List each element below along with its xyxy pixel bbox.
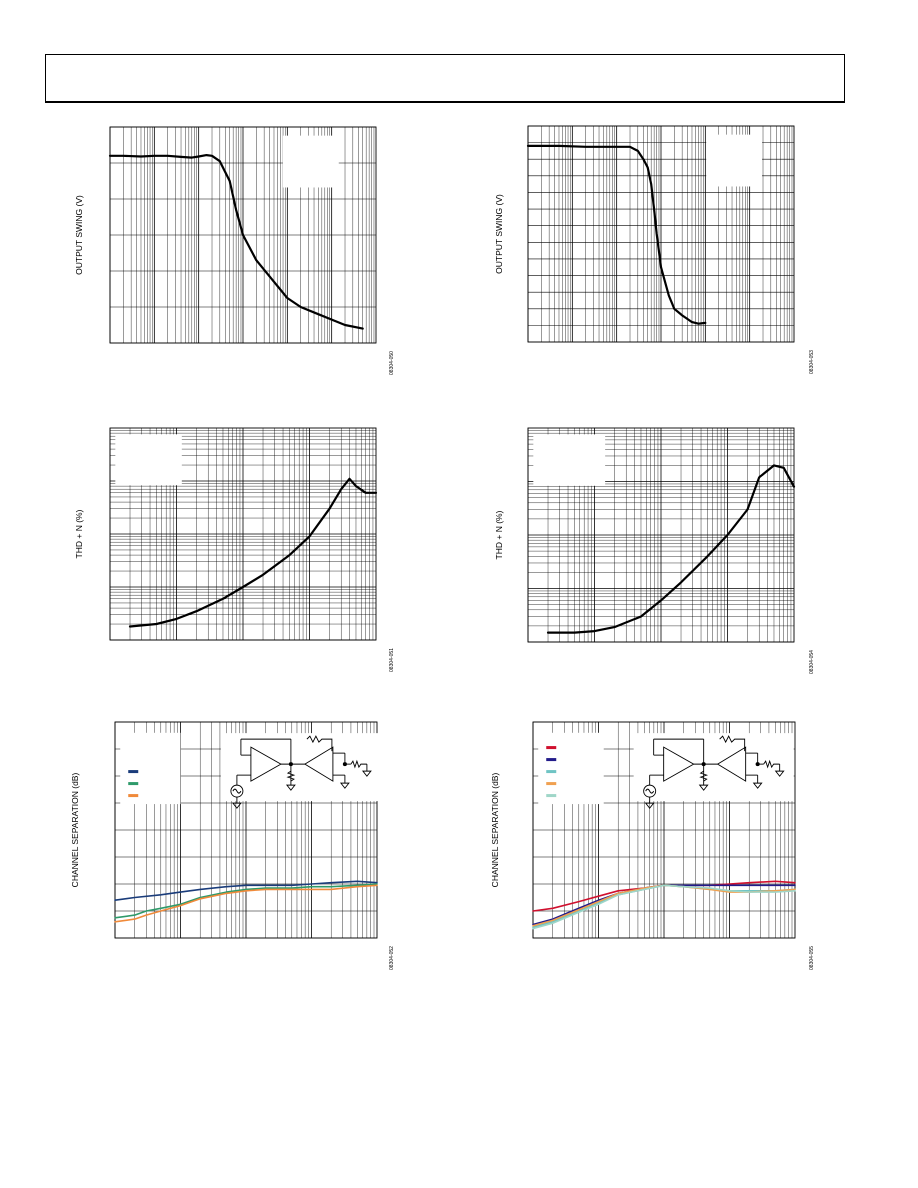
chart-svg: OUTPUT SWING (V) 08304-050	[74, 126, 395, 375]
series-line-1	[108, 153, 364, 330]
legend-box	[538, 732, 604, 805]
grid	[527, 428, 794, 643]
sine-glyph	[645, 788, 655, 794]
series-line-1	[546, 464, 796, 634]
op-amp-2	[304, 746, 334, 782]
test-circuit-schematic	[633, 733, 794, 809]
op-amp-2	[716, 746, 747, 782]
legend-box	[533, 434, 606, 486]
feedback-resistor-icon	[306, 735, 333, 752]
legend-box	[115, 434, 182, 486]
figure-id: 08304-050	[389, 351, 395, 375]
legend-swatch	[546, 770, 557, 774]
chart-thd-n-a: THD + N (%) 08304-051	[70, 420, 400, 680]
ground-icon	[698, 784, 709, 791]
legend-swatch	[546, 782, 557, 786]
figure-id: 08304-055	[809, 946, 815, 970]
ground-icon	[361, 770, 372, 777]
junction-dot	[701, 762, 706, 767]
chart-output-swing-a: OUTPUT SWING (V) 08304-050	[70, 120, 395, 380]
signal-source-icon	[230, 784, 244, 798]
resistor-icon	[350, 759, 367, 769]
series-line-2	[114, 883, 378, 919]
chart-channel-separation-b: CHANNEL SEPARATION (dB) 08304-055	[490, 715, 820, 980]
chart-svg: THD + N (%) 08304-051	[74, 427, 395, 672]
y-axis-label: CHANNEL SEPARATION (dB)	[70, 773, 80, 888]
ground-icon	[339, 782, 350, 789]
op-amp-1	[663, 746, 695, 782]
legend-box	[706, 134, 763, 187]
legend-box	[282, 135, 339, 188]
legend-box	[120, 732, 181, 805]
schematic-background	[633, 733, 794, 802]
signal-source-icon	[643, 784, 657, 798]
figure-id: 08304-054	[809, 650, 815, 674]
series-line-3	[114, 884, 378, 923]
chart-output-swing-b: OUTPUT SWING (V) 08304-053	[490, 120, 820, 380]
y-axis-label: OUTPUT SWING (V)	[74, 195, 84, 275]
test-circuit-schematic	[220, 733, 381, 809]
y-axis-label: OUTPUT SWING (V)	[494, 194, 504, 274]
chart-svg: CHANNEL SEPARATION (dB) 08304-052	[70, 721, 395, 970]
junction-dot	[288, 762, 293, 767]
chart-svg: CHANNEL SEPARATION (dB) 08304-055	[490, 721, 815, 970]
y-axis-label: THD + N (%)	[74, 509, 84, 558]
series-line-1	[526, 144, 707, 325]
junction-dot	[755, 762, 760, 767]
ground-icon	[231, 802, 242, 809]
legend-swatch	[128, 770, 139, 774]
resistor-icon	[286, 770, 296, 782]
series-line-1	[114, 880, 378, 901]
chart-thd-n-b: THD + N (%) 08304-054	[490, 420, 820, 680]
sine-glyph	[232, 788, 242, 794]
ground-icon	[285, 784, 296, 791]
series-line-1	[128, 477, 378, 628]
resistor-icon	[699, 770, 709, 782]
resistor-icon	[763, 759, 780, 769]
feedback-resistor-icon	[719, 735, 746, 752]
legend-swatch	[128, 794, 139, 798]
ground-icon	[752, 782, 763, 789]
y-axis-label: CHANNEL SEPARATION (dB)	[490, 773, 500, 888]
figure-id: 08304-051	[389, 648, 395, 672]
chart-svg: THD + N (%) 08304-054	[494, 427, 815, 674]
junction-dot	[342, 762, 347, 767]
op-amp-1	[250, 746, 282, 782]
y-axis-label: THD + N (%)	[494, 510, 504, 559]
plot-frame	[109, 427, 377, 641]
series-line-5	[532, 884, 796, 930]
legend-swatch	[546, 794, 557, 798]
chart-svg: OUTPUT SWING (V) 08304-053	[494, 125, 815, 374]
legend-swatch	[128, 782, 139, 786]
legend-swatch	[546, 746, 557, 750]
plot-frame	[527, 125, 795, 343]
figure-id: 08304-053	[809, 350, 815, 374]
page-header-box	[45, 54, 845, 103]
plot-frame	[114, 721, 378, 939]
plot-frame	[527, 427, 795, 643]
ground-icon	[644, 802, 655, 809]
ground-icon	[774, 770, 785, 777]
chart-channel-separation-a: CHANNEL SEPARATION (dB) 08304-052	[70, 715, 400, 980]
plot-frame	[532, 721, 796, 939]
plot-frame	[109, 126, 377, 344]
schematic-background	[220, 733, 381, 802]
figure-id: 08304-052	[389, 946, 395, 970]
legend-swatch	[546, 758, 557, 762]
